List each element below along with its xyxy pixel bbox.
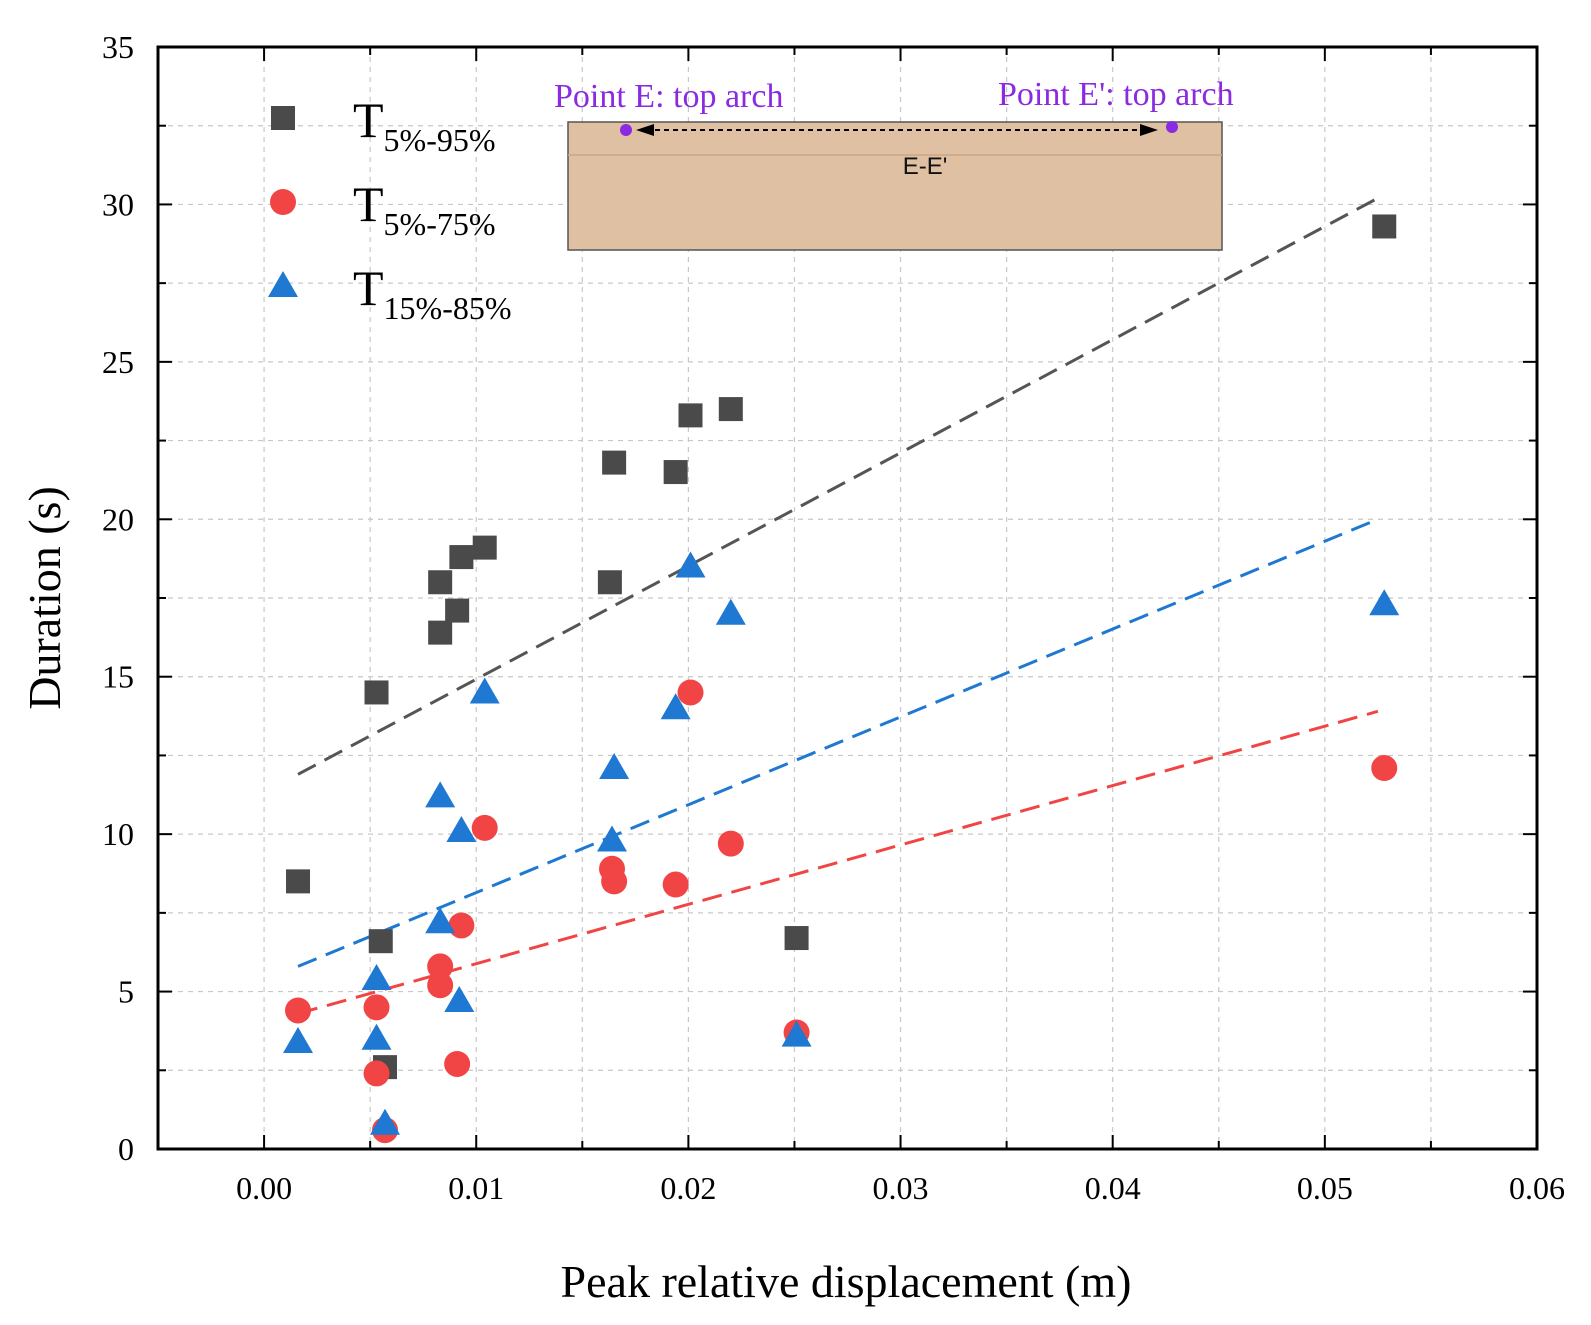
arrow-head-left	[636, 124, 654, 136]
point-square	[428, 570, 453, 595]
point-square	[368, 929, 393, 954]
point-circle	[662, 871, 689, 898]
point-square	[718, 397, 743, 422]
point-square	[602, 450, 627, 475]
legend-marker-circle	[270, 189, 296, 215]
point-triangle	[469, 677, 500, 704]
point-triangle	[361, 963, 392, 990]
point-triangle	[444, 986, 475, 1013]
section-label: E-E'	[903, 153, 948, 180]
point-circle	[1371, 755, 1398, 782]
point-square	[678, 403, 703, 428]
inset-diagram: Point E: top arch Point E': top arch E-E…	[554, 76, 1234, 251]
x-tick-label: 0.04	[1085, 1170, 1141, 1206]
point-square	[286, 869, 311, 894]
point-triangle	[425, 781, 456, 808]
arrow-head-right	[1140, 124, 1158, 136]
point-circle	[677, 679, 704, 706]
legend-symbol-circle	[270, 189, 296, 215]
legend-label-main: T	[353, 176, 384, 232]
point-square	[445, 598, 470, 623]
point-square	[784, 926, 809, 951]
y-tick-label: 30	[102, 186, 134, 222]
y-tick-label: 20	[102, 501, 134, 537]
legend-marker-square	[271, 106, 295, 130]
point-triangle	[446, 815, 477, 842]
fit-lines	[297, 196, 1379, 1016]
axis-ticks	[157, 46, 1538, 1150]
point-circle	[363, 994, 390, 1021]
legend-label-t15-85: T15%-85%	[353, 260, 512, 326]
point-e-prime-label: Point E': top arch	[998, 76, 1234, 113]
y-tick-label: 5	[118, 974, 134, 1010]
point-square	[428, 620, 453, 645]
point-circle	[717, 830, 744, 857]
point-square	[663, 460, 688, 485]
point-square	[449, 545, 474, 570]
point-triangle	[715, 598, 746, 625]
point-triangle	[283, 1026, 314, 1053]
point-square	[1372, 214, 1397, 239]
legend-label-main: T	[353, 260, 384, 316]
legend: T5%-95% T5%-75% T15%-85%	[268, 92, 512, 326]
point-circle	[448, 912, 475, 939]
y-tick-label: 0	[118, 1131, 134, 1167]
x-tick-label: 0.06	[1509, 1170, 1565, 1206]
point-triangle	[675, 551, 706, 578]
point-circle	[427, 953, 454, 980]
y-axis-title: Duration (s)	[19, 486, 70, 710]
legend-label-main: T	[353, 92, 384, 148]
x-tick-label: 0.02	[660, 1170, 716, 1206]
point-circle	[285, 997, 312, 1024]
point-square	[364, 680, 389, 705]
point-triangle	[1369, 589, 1400, 616]
legend-label-sub: 15%-85%	[384, 290, 512, 326]
legend-label-t5-75: T5%-75%	[353, 176, 496, 242]
point-circle	[471, 814, 498, 841]
point-triangle	[660, 693, 691, 720]
data-points	[283, 214, 1400, 1144]
point-circle	[601, 868, 628, 895]
y-tick-label: 15	[102, 659, 134, 695]
point-triangle	[781, 1020, 812, 1047]
x-tick-label: 0.00	[236, 1170, 292, 1206]
point-triangle	[599, 753, 630, 780]
y-tick-label: 25	[102, 344, 134, 380]
tunnel-section-box	[567, 121, 1223, 251]
legend-marker-triangle	[268, 271, 298, 297]
legend-symbol-triangle	[268, 271, 298, 297]
legend-label-t5-95: T5%-95%	[353, 92, 496, 158]
point-circle	[363, 1060, 390, 1087]
fit-line-square	[297, 196, 1379, 776]
y-tick-label: 35	[102, 29, 134, 65]
point-e-label: Point E: top arch	[554, 78, 783, 115]
point-triangle	[370, 1108, 401, 1135]
point-e-prime-marker	[1166, 121, 1178, 133]
point-circle	[427, 972, 454, 999]
fit-line-triangle	[297, 517, 1379, 968]
point-square	[472, 535, 497, 560]
point-triangle	[361, 1023, 392, 1050]
x-tick-label: 0.05	[1297, 1170, 1353, 1206]
point-circle	[444, 1050, 471, 1077]
x-tick-label: 0.03	[873, 1170, 929, 1206]
y-tick-label: 10	[102, 816, 134, 852]
x-tick-label: 0.01	[448, 1170, 504, 1206]
x-axis-title: Peak relative displacement (m)	[561, 1256, 1132, 1307]
fit-line-circle	[297, 709, 1379, 1016]
point-square	[597, 570, 622, 595]
point-triangle	[425, 907, 456, 934]
legend-label-sub: 5%-95%	[384, 122, 496, 158]
point-triangle	[597, 825, 628, 852]
point-e-marker	[620, 124, 632, 136]
y-tick-labels: 0 5 10 15 20 25 30 35	[102, 29, 134, 1167]
legend-label-sub: 5%-75%	[384, 206, 496, 242]
legend-symbol-square	[271, 106, 295, 130]
x-tick-labels: 0.00 0.01 0.02 0.03 0.04 0.05 0.06	[236, 1170, 1565, 1206]
